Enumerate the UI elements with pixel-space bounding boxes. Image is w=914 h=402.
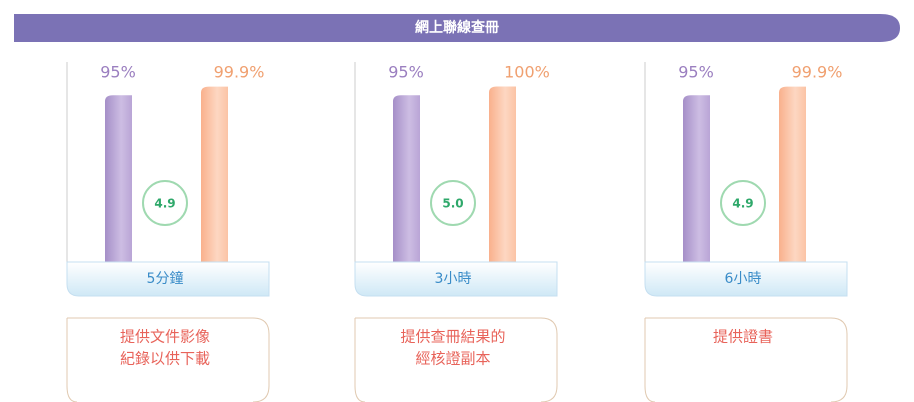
description-line: 提供文件影像 <box>120 328 210 346</box>
rating-circle <box>430 180 476 226</box>
header-bar <box>14 14 900 42</box>
header-title: 網上聯線查冊 <box>415 19 499 36</box>
description-line: 紀錄以供下載 <box>120 350 210 368</box>
rating-circle <box>142 180 188 226</box>
value-label: 95% <box>388 63 424 82</box>
description-line: 提供證書 <box>713 328 773 346</box>
value-label: 99.9% <box>792 63 843 82</box>
time-label: 3小時 <box>435 271 472 287</box>
time-label: 6小時 <box>725 271 762 287</box>
bar <box>779 86 806 262</box>
rating: 4.9 <box>732 197 753 211</box>
bar <box>105 95 132 263</box>
rating: 4.9 <box>154 197 175 211</box>
time-box <box>644 261 848 297</box>
bar <box>683 95 710 263</box>
rating-circle <box>720 180 766 226</box>
value-label: 95% <box>100 63 136 82</box>
value-label: 99.9% <box>214 63 265 82</box>
bar <box>489 86 516 262</box>
time-label: 5分鐘 <box>147 270 184 287</box>
description-line: 提供查冊結果的 <box>400 328 505 346</box>
description-line: 經核證副本 <box>415 350 490 368</box>
value-label: 100% <box>504 63 550 82</box>
bar <box>393 95 420 263</box>
time-box <box>354 261 558 297</box>
time-box <box>66 261 270 297</box>
bar <box>201 86 228 262</box>
value-label: 95% <box>678 63 714 82</box>
rating: 5.0 <box>442 197 463 211</box>
